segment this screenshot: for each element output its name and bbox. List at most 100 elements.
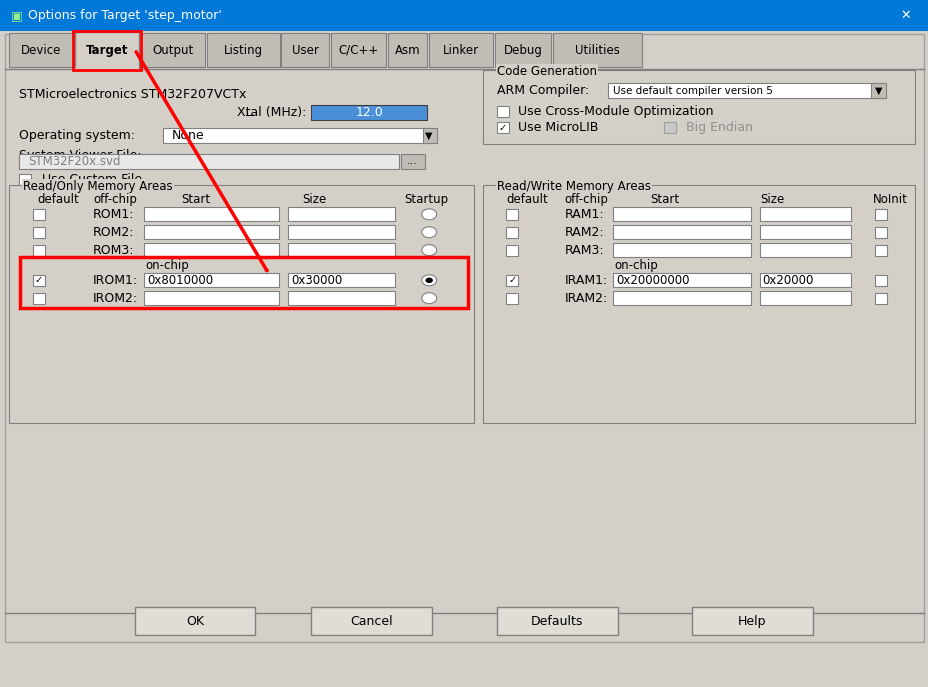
Text: ROM1:: ROM1: bbox=[93, 208, 135, 221]
Bar bbox=[874, 293, 886, 304]
Bar bbox=[429, 33, 493, 67]
Text: default: default bbox=[37, 194, 79, 206]
Text: Help: Help bbox=[738, 615, 766, 627]
Text: OK: OK bbox=[186, 615, 204, 627]
Bar bbox=[483, 70, 914, 144]
Text: None: None bbox=[172, 129, 204, 142]
Bar bbox=[311, 607, 432, 635]
Text: RAM2:: RAM2: bbox=[564, 226, 604, 238]
Bar bbox=[506, 293, 518, 304]
Text: Size: Size bbox=[302, 194, 326, 206]
Bar bbox=[495, 33, 550, 67]
Bar bbox=[330, 33, 386, 67]
Text: off-chip: off-chip bbox=[564, 194, 608, 206]
Text: IROM2:: IROM2: bbox=[93, 292, 138, 304]
Bar bbox=[388, 33, 427, 67]
Text: ✓: ✓ bbox=[498, 123, 507, 133]
Bar bbox=[759, 243, 850, 257]
Bar bbox=[612, 243, 750, 257]
Bar bbox=[9, 33, 73, 67]
Text: Size: Size bbox=[759, 194, 783, 206]
Text: Use default compiler version 5: Use default compiler version 5 bbox=[612, 86, 772, 95]
Bar bbox=[612, 291, 750, 305]
Bar bbox=[506, 275, 518, 286]
Text: Debug: Debug bbox=[503, 44, 542, 56]
Bar bbox=[759, 225, 850, 239]
Text: ARM Compiler:: ARM Compiler: bbox=[496, 85, 588, 97]
Text: ▼: ▼ bbox=[874, 86, 882, 95]
Text: IROM1:: IROM1: bbox=[93, 274, 138, 286]
Bar bbox=[552, 33, 641, 67]
Bar bbox=[870, 83, 885, 98]
Text: ✓: ✓ bbox=[34, 275, 43, 285]
Text: STMicroelectronics STM32F207VCTx: STMicroelectronics STM32F207VCTx bbox=[19, 89, 246, 101]
Text: NoInit: NoInit bbox=[872, 194, 908, 206]
Bar bbox=[759, 291, 850, 305]
Bar bbox=[32, 245, 45, 256]
Text: ROM2:: ROM2: bbox=[93, 226, 135, 238]
Bar bbox=[496, 607, 617, 635]
Bar bbox=[506, 245, 518, 256]
Bar bbox=[506, 209, 518, 220]
Text: User: User bbox=[291, 44, 318, 56]
Bar bbox=[288, 243, 394, 257]
Bar bbox=[664, 122, 676, 133]
Bar bbox=[612, 207, 750, 221]
Bar bbox=[422, 128, 436, 143]
Text: Listing: Listing bbox=[224, 44, 263, 56]
Bar bbox=[496, 106, 509, 117]
Bar bbox=[144, 225, 278, 239]
Text: STM32F20x.svd: STM32F20x.svd bbox=[28, 155, 121, 168]
Text: ▣: ▣ bbox=[11, 10, 23, 22]
Bar bbox=[32, 227, 45, 238]
Text: on-chip: on-chip bbox=[145, 259, 189, 271]
Bar bbox=[73, 31, 141, 70]
Bar bbox=[9, 185, 473, 423]
Text: Operating system:: Operating system: bbox=[19, 129, 135, 142]
Bar bbox=[612, 273, 750, 287]
Text: Asm: Asm bbox=[394, 44, 420, 56]
Text: 0x20000: 0x20000 bbox=[762, 274, 813, 286]
Text: ✓: ✓ bbox=[508, 275, 516, 285]
Bar bbox=[141, 33, 205, 67]
Bar bbox=[162, 128, 432, 143]
Text: Startup: Startup bbox=[404, 194, 447, 206]
Bar bbox=[144, 207, 278, 221]
Bar bbox=[288, 207, 394, 221]
Bar bbox=[288, 291, 394, 305]
Bar bbox=[32, 275, 45, 286]
Bar bbox=[496, 122, 509, 133]
Bar bbox=[144, 273, 278, 287]
Text: off-chip: off-chip bbox=[93, 194, 136, 206]
Text: Code Generation: Code Generation bbox=[496, 65, 597, 78]
Bar bbox=[135, 607, 255, 635]
Bar bbox=[5, 34, 923, 642]
Bar bbox=[32, 209, 45, 220]
Bar bbox=[401, 154, 424, 169]
Text: RAM1:: RAM1: bbox=[564, 208, 604, 221]
Text: Read/Only Memory Areas: Read/Only Memory Areas bbox=[23, 181, 173, 193]
Text: ✕: ✕ bbox=[899, 10, 910, 22]
Text: Use MicroLIB: Use MicroLIB bbox=[518, 122, 599, 134]
Text: 0x20000000: 0x20000000 bbox=[615, 274, 689, 286]
Text: ...: ... bbox=[406, 157, 418, 166]
Text: on-chip: on-chip bbox=[613, 259, 658, 271]
Text: RAM3:: RAM3: bbox=[564, 244, 604, 256]
Text: 0x30000: 0x30000 bbox=[290, 274, 342, 286]
Circle shape bbox=[421, 245, 436, 256]
Bar bbox=[144, 243, 278, 257]
Circle shape bbox=[421, 227, 436, 238]
Bar bbox=[144, 291, 278, 305]
Text: System Viewer File:: System Viewer File: bbox=[19, 150, 141, 162]
Text: Xtal (MHz):: Xtal (MHz): bbox=[237, 106, 306, 119]
Bar bbox=[19, 154, 399, 169]
Text: C/C++: C/C++ bbox=[338, 44, 379, 56]
Bar bbox=[506, 227, 518, 238]
Circle shape bbox=[421, 275, 436, 286]
Text: ROM3:: ROM3: bbox=[93, 244, 135, 256]
Bar bbox=[207, 33, 279, 67]
Bar bbox=[612, 225, 750, 239]
Bar bbox=[874, 209, 886, 220]
Circle shape bbox=[421, 209, 436, 220]
Bar bbox=[288, 273, 394, 287]
